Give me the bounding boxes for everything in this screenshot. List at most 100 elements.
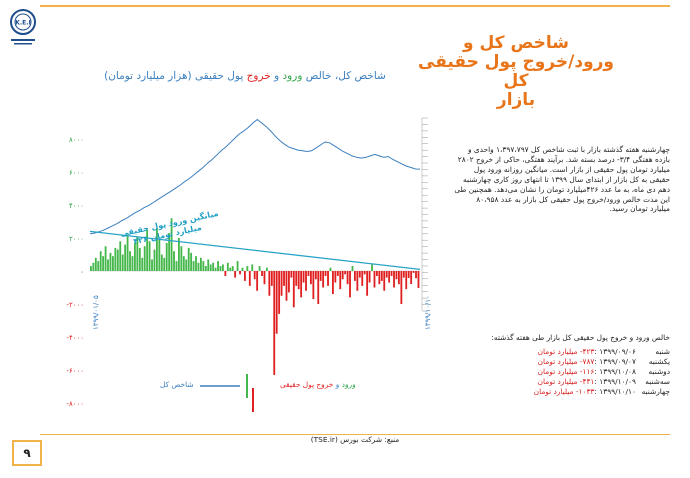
- flow-bar: [163, 257, 166, 271]
- flow-bar: [324, 271, 327, 276]
- flow-bar: [212, 262, 215, 271]
- weekly-value: ۷۸۷- میلیارد تومان: [537, 356, 595, 366]
- y-tick-label: ۲۰۰۰: [69, 235, 84, 243]
- flow-bar: [168, 233, 171, 271]
- flow-bar: [131, 256, 134, 271]
- flow-bar: [366, 271, 369, 296]
- flow-bar: [185, 259, 188, 271]
- flow-bar: [341, 271, 344, 280]
- flow-bar: [94, 257, 97, 271]
- flow-bar: [346, 271, 349, 285]
- flow-bar: [312, 271, 315, 300]
- flow-bar: [395, 271, 398, 280]
- y-axis-ticks: ۸۰۰۰ ۶۰۰۰ ۴۰۰۰ ۲۰۰۰ ۰ -۲۰۰۰ -۴۰۰۰ -۶۰۰۰ -۸۰۰۰: [66, 136, 84, 408]
- flow-bar: [412, 271, 415, 273]
- flow-bar: [119, 241, 122, 271]
- flow-bar: [288, 271, 290, 293]
- flow-bar: [398, 271, 400, 285]
- y-tick-label: ۰: [80, 268, 84, 276]
- flow-bar: [297, 271, 300, 290]
- flow-bar: [124, 244, 127, 271]
- y-tick-label: -۴۰۰۰: [66, 334, 84, 342]
- flow-bar: [197, 262, 200, 271]
- flow-bar: [217, 261, 219, 271]
- weekly-value: ۱۱۶- میلیارد تومان: [537, 366, 595, 376]
- flow-bar: [376, 271, 378, 276]
- flow-bar: [104, 246, 107, 271]
- weekly-row: دوشنبه ۱۳۹۹/۱۰/۰۸ : ۱۱۶- میلیارد تومان: [454, 367, 670, 377]
- flow-bar: [151, 259, 153, 271]
- flow-bar: [317, 271, 320, 304]
- flow-bar: [339, 271, 342, 290]
- flow-bar: [138, 247, 141, 271]
- flow-bar: [175, 261, 178, 271]
- flow-bar: [295, 271, 298, 286]
- flow-bar: [219, 266, 222, 271]
- flow-bar: [336, 271, 339, 276]
- flow-bar: [116, 249, 119, 271]
- page-number: ۹: [12, 440, 42, 466]
- flow-bar: [136, 236, 139, 271]
- flow-bar: [258, 266, 261, 271]
- y-tick-label: -۶۰۰۰: [66, 367, 84, 375]
- flow-bar: [134, 242, 136, 271]
- weekly-row: شنبه ۱۳۹۹/۰۹/۰۶ : ۴۲۳- میلیارد تومان: [454, 347, 670, 357]
- flow-bar: [109, 252, 112, 271]
- flow-bar: [285, 271, 288, 301]
- flow-bar: [329, 267, 332, 271]
- flow-bar: [153, 249, 156, 271]
- flow-bar: [195, 256, 197, 271]
- weekly-value: ۱۰۳۳- میلیارد تومان: [533, 386, 595, 396]
- flow-bar: [248, 271, 251, 286]
- flow-bar: [415, 271, 417, 279]
- y-tick-label: ۸۰۰۰: [69, 136, 84, 144]
- flow-bar: [292, 271, 295, 308]
- weekly-day: دوشنبه: [648, 366, 670, 376]
- flow-bar: [107, 259, 109, 271]
- flow-bar: [173, 251, 175, 271]
- summary-paragraph: چهارشنبه هفته گذشته بازار با ثبت شاخص کل…: [454, 145, 670, 214]
- weekly-day: یکشنبه: [648, 356, 670, 366]
- flow-bar: [405, 271, 408, 290]
- flow-bar: [180, 246, 183, 271]
- flow-bar: [112, 256, 114, 271]
- y-tick-label: ۴۰۰۰: [69, 202, 84, 210]
- flow-bar: [102, 256, 105, 271]
- flow-bar: [302, 271, 305, 283]
- flow-bar: [363, 271, 366, 275]
- flow-bar: [97, 261, 100, 271]
- legend-flow: ورود و خروج پول حقیقی: [280, 380, 356, 389]
- flow-bar: [182, 256, 185, 271]
- flow-bar: [263, 271, 266, 285]
- flow-bar: [400, 271, 403, 304]
- flow-bar: [222, 264, 224, 271]
- flow-bar: [268, 271, 271, 296]
- flow-bar: [114, 247, 117, 271]
- flow-bar: [383, 271, 386, 291]
- flow-bar: [368, 271, 371, 283]
- flow-bar: [241, 267, 244, 271]
- flow-bar: [319, 271, 322, 281]
- flow-bar: [278, 271, 281, 314]
- flow-bar: [334, 271, 337, 283]
- index-line: [89, 118, 421, 235]
- x-start-label: ۱۳۹۹/۰۱/۰۵: [92, 295, 100, 330]
- flow-bar: [280, 271, 283, 296]
- flow-bar: [148, 241, 151, 271]
- flow-bar: [261, 271, 263, 276]
- source-note: منبع: شرکت بورس (TSE.ir): [310, 435, 400, 444]
- flow-bar: [204, 266, 207, 271]
- flow-bar: [129, 251, 131, 271]
- flow-bar: [300, 271, 303, 298]
- legend-index: شاخص کل: [160, 380, 194, 389]
- flow-bar: [402, 271, 405, 278]
- company-logo: K.E.I: [10, 9, 36, 45]
- flow-bar: [90, 266, 92, 271]
- flow-bar: [251, 264, 254, 271]
- flow-bar: [322, 271, 325, 288]
- flow-bar: [310, 271, 312, 285]
- flow-bar: [170, 218, 173, 271]
- x-end-label: ۱۳۹۹/۱۰/۱۰: [424, 295, 432, 330]
- flow-bar: [92, 262, 95, 271]
- weekly-value: ۴۴۱- میلیارد تومان: [537, 376, 595, 386]
